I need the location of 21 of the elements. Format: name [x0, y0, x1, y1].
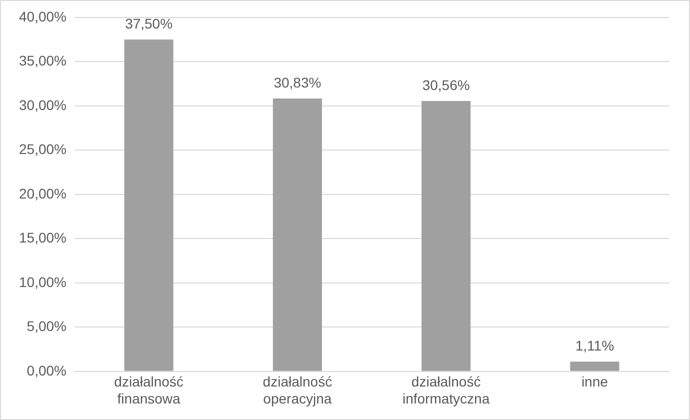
data-label: 1,11%	[575, 337, 614, 354]
y-tick-label: 10,00%	[19, 274, 66, 290]
y-tick-label: 15,00%	[19, 230, 66, 246]
data-label: 30,56%	[422, 76, 470, 93]
x-tick-label: działalność operacyjna	[262, 374, 332, 406]
data-label: 30,83%	[274, 74, 322, 90]
y-tick-label: 40,00%	[19, 8, 66, 24]
bar	[570, 362, 620, 371]
y-tick-label: 0,00%	[26, 362, 66, 378]
bar	[422, 100, 471, 371]
x-tick-label: działalność informatyczna	[402, 374, 490, 406]
y-tick-label: 25,00%	[19, 141, 66, 158]
y-tick-label: 20,00%	[19, 185, 66, 202]
y-tick-label: 5,00%	[26, 318, 66, 334]
y-tick-label: 30,00%	[19, 96, 66, 113]
x-tick-label: inne	[581, 374, 608, 390]
bar	[272, 98, 322, 371]
data-label: 37,50%	[125, 15, 173, 32]
bar	[124, 40, 174, 371]
y-tick-label: 35,00%	[19, 52, 66, 69]
x-tick-label: działalność finansowa	[114, 374, 184, 406]
